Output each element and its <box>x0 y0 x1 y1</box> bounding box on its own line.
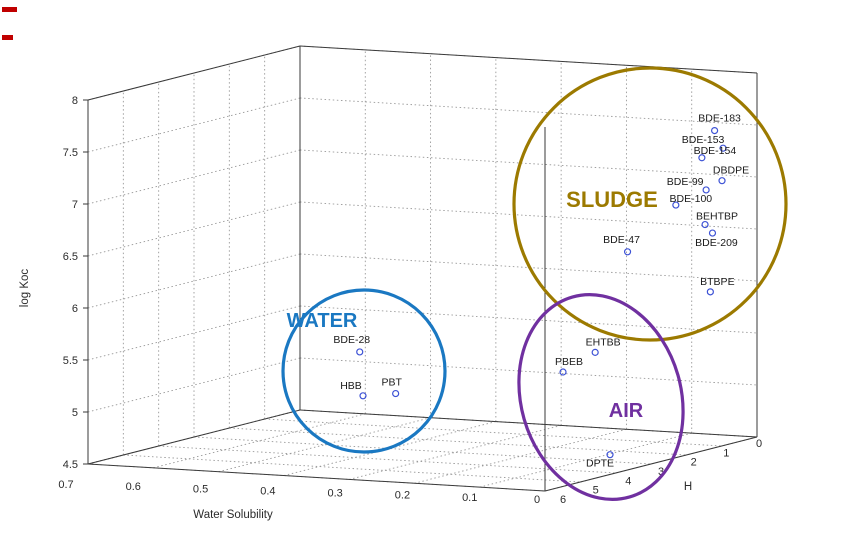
scatter-marker <box>718 177 726 185</box>
point-label: BDE-47 <box>603 234 640 246</box>
point-label: BTBPE <box>700 276 734 288</box>
region-label: AIR <box>609 400 644 422</box>
point-label: PBEB <box>555 356 583 368</box>
point-label: BDE-28 <box>333 334 370 346</box>
point-label: BDE-99 <box>667 176 704 188</box>
scatter-marker <box>719 144 727 152</box>
data-point: EHTBB <box>586 336 621 356</box>
y-axis-label: H <box>684 481 692 493</box>
svg-text:5: 5 <box>593 485 599 497</box>
scatter-marker <box>356 348 364 356</box>
point-label: BDE-209 <box>695 237 738 249</box>
data-point: HBB <box>340 380 367 400</box>
scatter-marker <box>559 368 567 376</box>
point-label: DPTE <box>586 458 614 470</box>
svg-text:4.5: 4.5 <box>63 459 78 471</box>
svg-text:0.3: 0.3 <box>327 488 342 500</box>
data-point: DPTE <box>586 451 614 470</box>
region-ellipse <box>512 66 788 342</box>
scatter-marker <box>701 220 709 229</box>
data-point: BDE-99 <box>667 176 710 194</box>
region-label: SLUDGE <box>566 187 658 212</box>
svg-text:0.2: 0.2 <box>395 490 410 502</box>
svg-text:0: 0 <box>534 494 540 506</box>
svg-text:0: 0 <box>756 438 762 450</box>
corner-marks <box>2 7 17 40</box>
svg-text:8: 8 <box>72 95 78 107</box>
svg-text:6: 6 <box>560 494 566 506</box>
scatter-marker <box>672 201 680 209</box>
axes-box <box>83 45 758 492</box>
point-label: BDE-100 <box>670 193 713 205</box>
svg-text:5: 5 <box>72 407 78 419</box>
data-point: BDE-154 <box>694 145 737 162</box>
x-axis-label: Water Solubility <box>193 509 273 521</box>
svg-text:7.5: 7.5 <box>63 147 78 159</box>
scatter-marker <box>710 127 719 135</box>
svg-text:3: 3 <box>658 466 664 478</box>
point-label: HBB <box>340 380 362 392</box>
point-label: BDE-183 <box>698 113 741 125</box>
data-point: BDE-100 <box>670 193 713 209</box>
svg-text:5.5: 5.5 <box>63 355 78 367</box>
svg-text:1: 1 <box>723 447 729 459</box>
region-water: WATER <box>281 288 447 454</box>
grid-lines <box>87 45 758 492</box>
data-point: BDE-28 <box>333 334 370 356</box>
svg-text:0.1: 0.1 <box>462 492 477 504</box>
point-label: BEHTBP <box>696 211 738 223</box>
region-ellipse <box>281 288 447 454</box>
data-point: PBEB <box>555 356 583 376</box>
region-air: AIR <box>517 293 685 501</box>
point-label: DBDPE <box>713 165 749 177</box>
svg-text:0.6: 0.6 <box>126 481 141 493</box>
point-label: BDE-154 <box>694 145 737 157</box>
data-point: BDE-183 <box>698 113 741 135</box>
z-axis-label: log Koc <box>19 269 31 308</box>
scatter-marker <box>359 392 367 400</box>
scatter-marker <box>623 248 632 256</box>
data-point: BTBPE <box>700 276 735 296</box>
scatter-marker <box>606 451 614 459</box>
data-point: PBT <box>381 377 402 398</box>
data-point: BDE-209 <box>695 229 738 249</box>
tick-labels: 4.5 5 5.5 6 6.5 7 7.5 8 0.7 0.6 0.5 0.4 0.3 0.2 0.1 0 6 5… <box>58 95 762 506</box>
svg-text:2: 2 <box>691 457 697 469</box>
region-ellipse <box>517 293 685 501</box>
region-annotations: WATER SLUDGE AIR <box>281 66 788 501</box>
data-point: BDE-153 <box>682 134 727 152</box>
region-label: WATER <box>287 310 358 332</box>
data-point: BDE-47 <box>603 234 640 256</box>
data-point: DBDPE <box>713 165 749 185</box>
svg-text:6: 6 <box>72 303 78 315</box>
svg-text:0.5: 0.5 <box>193 483 208 495</box>
point-label: BDE-153 <box>682 134 725 146</box>
point-label: PBT <box>381 377 402 389</box>
scatter-marker <box>392 389 400 398</box>
point-label: EHTBB <box>586 336 621 348</box>
scatter-marker <box>702 186 710 194</box>
scatter-marker <box>706 288 714 296</box>
svg-text:0.4: 0.4 <box>260 485 275 497</box>
red-mark <box>2 35 13 40</box>
scatter-marker <box>698 154 706 162</box>
scatter-marker <box>591 348 599 356</box>
red-mark <box>2 7 17 12</box>
svg-text:7: 7 <box>72 199 78 211</box>
svg-text:4: 4 <box>625 475 631 487</box>
data-point: BEHTBP <box>696 211 738 229</box>
region-sludge: SLUDGE <box>512 66 788 342</box>
svg-text:0.7: 0.7 <box>58 479 73 491</box>
svg-text:6.5: 6.5 <box>63 251 78 263</box>
scatter-marker <box>708 229 717 237</box>
